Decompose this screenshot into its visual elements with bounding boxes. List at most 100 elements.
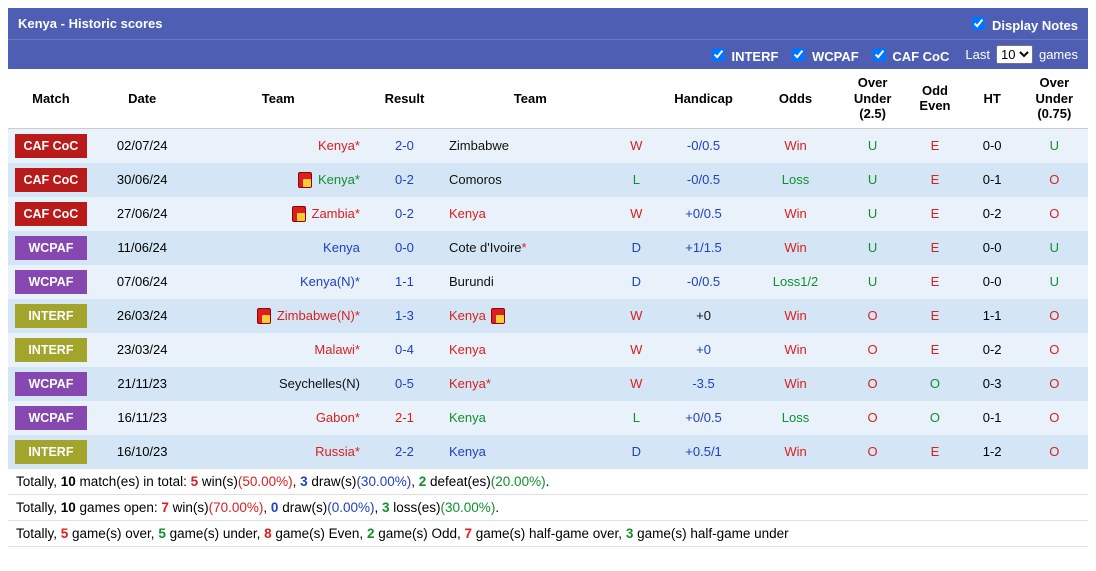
n: 10 xyxy=(61,500,76,515)
match-badge-cell: WCPAF xyxy=(8,401,94,435)
odds-cell: Loss1/2 xyxy=(752,265,839,299)
odds-cell: Win xyxy=(752,435,839,469)
p: (0.00%) xyxy=(327,500,374,515)
table-row[interactable]: CAF CoC30/06/24 Kenya*0-2ComorosL-0/0.5L… xyxy=(8,163,1088,197)
wdl-cell: W xyxy=(618,367,655,401)
table-row[interactable]: INTERF23/03/24Malawi*0-4KenyaW+0WinOE0-2… xyxy=(8,333,1088,367)
ou25-cell: O xyxy=(839,333,906,367)
table-row[interactable]: CAF CoC02/07/24Kenya*2-0ZimbabweW-0/0.5W… xyxy=(8,128,1088,163)
table-row[interactable]: WCPAF16/11/23Gabon*2-1KenyaL+0/0.5LossOO… xyxy=(8,401,1088,435)
result-score: 0-2 xyxy=(366,163,443,197)
odd-even-cell: E xyxy=(906,163,963,197)
table-row[interactable]: INTERF26/03/24 Zimbabwe(N)*1-3Kenya W+0W… xyxy=(8,299,1088,333)
table-row[interactable]: INTERF16/10/23Russia*2-2KenyaD+0.5/1WinO… xyxy=(8,435,1088,469)
t: games open: xyxy=(76,500,162,515)
summary-line-3: Totally, 5 game(s) over, 5 game(s) under… xyxy=(8,521,1088,547)
red-card-icon xyxy=(298,172,312,188)
col-header: Team xyxy=(443,69,618,128)
date-cell: 07/06/24 xyxy=(94,265,191,299)
ou075-cell: O xyxy=(1021,435,1088,469)
ou25-cell: O xyxy=(839,367,906,401)
wdl-cell: W xyxy=(618,128,655,163)
summary-text: . xyxy=(546,474,550,489)
match-badge-cell: WCPAF xyxy=(8,231,94,265)
competition-badge: CAF CoC xyxy=(15,134,87,158)
odd-even-cell: E xyxy=(906,333,963,367)
odds-cell: Win xyxy=(752,367,839,401)
odds-cell: Win xyxy=(752,333,839,367)
display-notes-checkbox[interactable] xyxy=(972,17,985,30)
summary-pct: (30.00%) xyxy=(356,474,411,489)
filter-checkbox[interactable] xyxy=(712,48,725,61)
summary-pct: (50.00%) xyxy=(238,474,293,489)
date-cell: 02/07/24 xyxy=(94,128,191,163)
table-row[interactable]: CAF CoC27/06/24 Zambia*0-2KenyaW+0/0.5Wi… xyxy=(8,197,1088,231)
t: , xyxy=(263,500,271,515)
handicap-cell: +0 xyxy=(655,299,752,333)
wdl-cell: D xyxy=(618,231,655,265)
wdl-cell: W xyxy=(618,197,655,231)
filter-checkbox[interactable] xyxy=(792,48,805,61)
filter-checkbox[interactable] xyxy=(873,48,886,61)
match-badge-cell: WCPAF xyxy=(8,265,94,299)
col-header: Result xyxy=(366,69,443,128)
last-prefix: Last xyxy=(965,47,990,62)
ou075-cell: O xyxy=(1021,197,1088,231)
t: loss(es) xyxy=(390,500,441,515)
handicap-cell: +0.5/1 xyxy=(655,435,752,469)
t: . xyxy=(495,500,499,515)
match-badge-cell: WCPAF xyxy=(8,367,94,401)
col-header: Date xyxy=(94,69,191,128)
scores-table: MatchDateTeamResultTeamHandicapOddsOver … xyxy=(8,69,1088,469)
ou25-cell: U xyxy=(839,128,906,163)
result-score: 2-0 xyxy=(366,128,443,163)
display-notes-toggle[interactable]: Display Notes xyxy=(968,14,1078,33)
last-games-select[interactable]: 10 xyxy=(996,45,1033,64)
summary-text: draw(s) xyxy=(308,474,357,489)
summary-text: Totally, xyxy=(16,474,61,489)
ou075-cell: U xyxy=(1021,265,1088,299)
col-header: Odd Even xyxy=(906,69,963,128)
filter-wcpaf[interactable]: WCPAF xyxy=(788,49,858,64)
table-row[interactable]: WCPAF11/06/24Kenya0-0Cote d'Ivoire*D+1/1… xyxy=(8,231,1088,265)
t: game(s) half-game over, xyxy=(472,526,626,541)
date-cell: 26/03/24 xyxy=(94,299,191,333)
p: (70.00%) xyxy=(209,500,264,515)
result-score: 2-1 xyxy=(366,401,443,435)
home-team: Russia* xyxy=(191,435,366,469)
ht-cell: 1-2 xyxy=(964,435,1021,469)
ht-cell: 0-2 xyxy=(964,197,1021,231)
competition-badge: WCPAF xyxy=(15,270,87,294)
home-team: Seychelles(N) xyxy=(191,367,366,401)
filter-label: INTERF xyxy=(728,49,779,64)
n: 7 xyxy=(161,500,169,515)
col-header: HT xyxy=(964,69,1021,128)
result-score: 0-2 xyxy=(366,197,443,231)
t: , xyxy=(374,500,382,515)
col-header: Team xyxy=(191,69,366,128)
n: 3 xyxy=(382,500,390,515)
wdl-cell: L xyxy=(618,163,655,197)
home-team: Zambia* xyxy=(191,197,366,231)
filter-bar: INTERF WCPAF CAF CoC Last 10 games xyxy=(8,39,1088,69)
n: 8 xyxy=(264,526,272,541)
away-team: Kenya xyxy=(443,333,618,367)
ou25-cell: U xyxy=(839,231,906,265)
ou075-cell: O xyxy=(1021,367,1088,401)
filter-interf[interactable]: INTERF xyxy=(708,49,779,64)
handicap-cell: +1/1.5 xyxy=(655,231,752,265)
table-row[interactable]: WCPAF07/06/24Kenya(N)*1-1BurundiD-0/0.5L… xyxy=(8,265,1088,299)
away-team: Kenya xyxy=(443,435,618,469)
odds-cell: Loss xyxy=(752,163,839,197)
ht-cell: 0-0 xyxy=(964,231,1021,265)
handicap-cell: +0 xyxy=(655,333,752,367)
summary-line-2: Totally, 10 games open: 7 win(s)(70.00%)… xyxy=(8,495,1088,521)
odd-even-cell: E xyxy=(906,197,963,231)
odd-even-cell: E xyxy=(906,299,963,333)
table-row[interactable]: WCPAF21/11/23Seychelles(N)0-5Kenya*W-3.5… xyxy=(8,367,1088,401)
odd-even-cell: O xyxy=(906,401,963,435)
col-header: Match xyxy=(8,69,94,128)
handicap-cell: +0/0.5 xyxy=(655,197,752,231)
scores-panel: Kenya - Historic scores Display Notes IN… xyxy=(8,8,1088,547)
filter-caf-coc[interactable]: CAF CoC xyxy=(869,49,950,64)
